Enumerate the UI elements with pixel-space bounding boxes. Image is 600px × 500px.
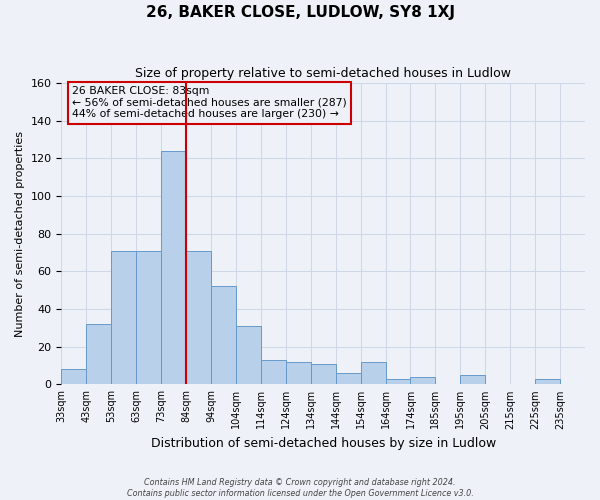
Text: Contains HM Land Registry data © Crown copyright and database right 2024.
Contai: Contains HM Land Registry data © Crown c… xyxy=(127,478,473,498)
Text: 26 BAKER CLOSE: 83sqm
← 56% of semi-detached houses are smaller (287)
44% of sem: 26 BAKER CLOSE: 83sqm ← 56% of semi-deta… xyxy=(72,86,347,120)
Text: 26, BAKER CLOSE, LUDLOW, SY8 1XJ: 26, BAKER CLOSE, LUDLOW, SY8 1XJ xyxy=(146,5,455,20)
Title: Size of property relative to semi-detached houses in Ludlow: Size of property relative to semi-detach… xyxy=(135,68,511,80)
Bar xyxy=(535,378,560,384)
Bar xyxy=(386,378,410,384)
Bar xyxy=(311,364,335,384)
Bar xyxy=(86,324,111,384)
Bar xyxy=(161,151,186,384)
Bar xyxy=(111,250,136,384)
Bar xyxy=(335,373,361,384)
Y-axis label: Number of semi-detached properties: Number of semi-detached properties xyxy=(15,130,25,336)
Bar xyxy=(236,326,261,384)
Bar xyxy=(261,360,286,384)
Bar xyxy=(186,250,211,384)
Bar xyxy=(460,375,485,384)
Bar xyxy=(286,362,311,384)
Bar xyxy=(136,250,161,384)
Bar xyxy=(211,286,236,384)
X-axis label: Distribution of semi-detached houses by size in Ludlow: Distribution of semi-detached houses by … xyxy=(151,437,496,450)
Bar xyxy=(61,369,86,384)
Bar xyxy=(410,377,436,384)
Bar xyxy=(361,362,386,384)
